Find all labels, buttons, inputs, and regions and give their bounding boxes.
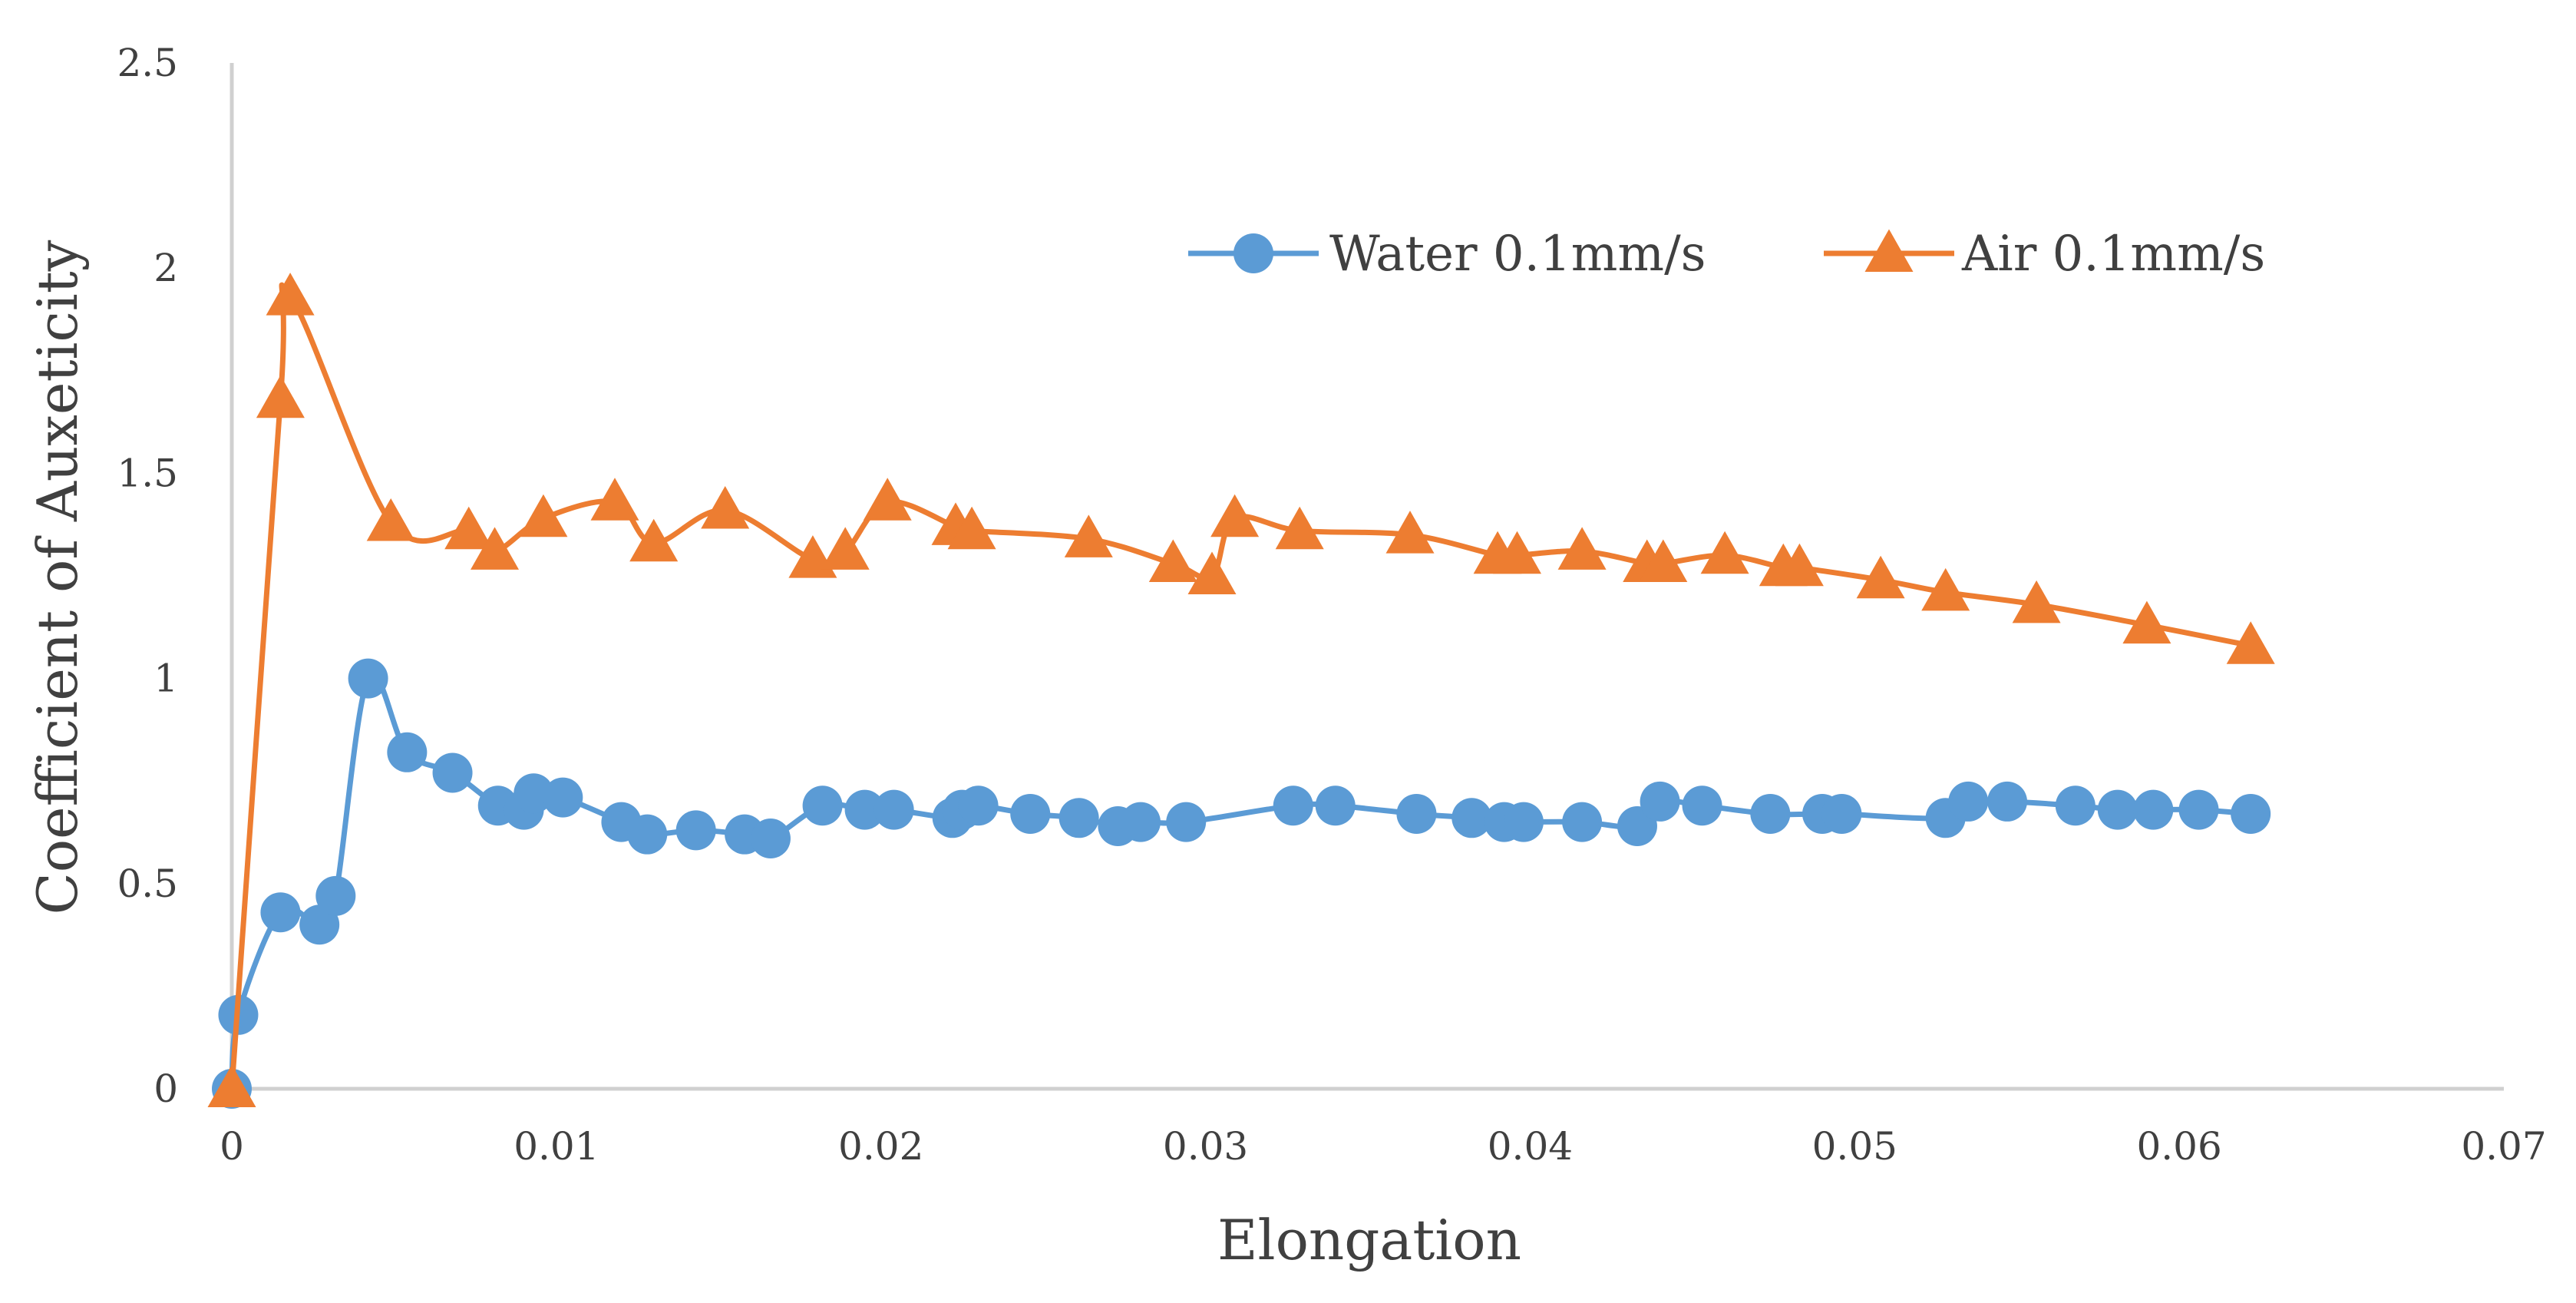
data-point xyxy=(1275,506,1324,550)
data-point xyxy=(863,478,912,521)
data-point xyxy=(1121,802,1161,842)
x-tick-label: 0.06 xyxy=(2136,1124,2221,1169)
data-point xyxy=(1639,539,1688,582)
data-point xyxy=(1187,551,1237,594)
data-point xyxy=(1856,555,1905,599)
data-point xyxy=(1273,785,1313,826)
series-line xyxy=(229,671,2254,1092)
data-point xyxy=(1064,514,1113,557)
data-point xyxy=(1451,798,1492,838)
data-point xyxy=(1166,802,1207,842)
y-tick-label: 1.5 xyxy=(117,451,178,495)
data-point xyxy=(1210,494,1260,537)
data-point xyxy=(1700,531,1749,574)
data-point xyxy=(1921,567,1970,611)
data-point xyxy=(514,773,554,814)
data-point xyxy=(750,819,791,859)
data-point xyxy=(627,814,668,855)
data-point xyxy=(821,527,870,570)
data-point xyxy=(348,658,388,699)
axes: 0 0.01 0.02 0.03 0.04 0.05 0.06 0.07 0 0.5 1 1.5 2 2.… xyxy=(117,41,2546,1169)
x-axis-title: Elongation xyxy=(1217,1208,1521,1272)
data-point xyxy=(1010,793,1051,834)
data-point xyxy=(315,875,356,916)
data-point xyxy=(387,732,428,772)
data-point xyxy=(2055,785,2095,826)
data-point xyxy=(1682,785,1722,826)
data-point xyxy=(432,752,473,793)
data-point xyxy=(947,506,996,550)
data-point xyxy=(543,777,583,818)
y-tick-label: 0 xyxy=(154,1067,178,1111)
data-point xyxy=(590,478,639,521)
data-point xyxy=(1775,543,1824,587)
data-point xyxy=(629,518,679,562)
legend: Water 0.1mm/s Air 0.1mm/s xyxy=(1188,226,2265,283)
data-point xyxy=(2097,789,2138,830)
series-line xyxy=(229,282,2254,1092)
data-point xyxy=(1640,781,1680,822)
data-point xyxy=(1750,793,1791,834)
y-tick-label: 2 xyxy=(154,246,178,290)
data-point xyxy=(519,494,568,537)
series-air xyxy=(207,273,2275,1107)
x-tick-label: 0.05 xyxy=(1812,1124,1897,1169)
data-point xyxy=(1503,802,1544,842)
data-point xyxy=(1821,793,1862,834)
x-tick-label: 0.04 xyxy=(1488,1124,1573,1169)
data-point xyxy=(1557,527,1607,570)
data-point xyxy=(2178,789,2219,830)
data-point xyxy=(2012,580,2061,623)
data-point xyxy=(471,527,519,570)
legend-marker xyxy=(1864,229,1914,272)
legend-label: Water 0.1mm/s xyxy=(1329,226,1706,283)
data-point xyxy=(675,810,716,851)
x-tick-label: 0.02 xyxy=(838,1124,923,1169)
data-point xyxy=(444,506,494,550)
legend-item: Air 0.1mm/s xyxy=(1824,226,2265,283)
data-point xyxy=(207,1064,256,1107)
data-point xyxy=(701,486,750,529)
legend-label: Air 0.1mm/s xyxy=(1961,226,2265,283)
y-axis-title: Coefficient of Auxeticity xyxy=(25,240,90,914)
series-water xyxy=(212,658,2271,1109)
data-point xyxy=(874,789,914,830)
data-point xyxy=(366,498,415,541)
data-point xyxy=(958,785,999,826)
data-point xyxy=(1315,785,1356,826)
data-point xyxy=(802,785,843,826)
data-point xyxy=(266,273,315,316)
data-point xyxy=(2122,600,2171,644)
x-tick-label: 0.01 xyxy=(514,1124,599,1169)
y-tick-label: 0.5 xyxy=(117,862,178,906)
data-point xyxy=(1385,511,1435,554)
x-tick-label: 0.03 xyxy=(1163,1124,1248,1169)
data-point xyxy=(2226,621,2275,664)
data-point xyxy=(2133,789,2174,830)
data-point xyxy=(1562,802,1603,842)
data-point xyxy=(1948,781,1989,822)
x-tick-label: 0 xyxy=(220,1124,244,1169)
data-point xyxy=(1058,798,1099,838)
data-point xyxy=(256,375,305,418)
series-layer xyxy=(207,273,2275,1109)
data-point xyxy=(2231,793,2271,834)
data-point xyxy=(1396,793,1437,834)
data-point xyxy=(1148,539,1197,582)
legend-item: Water 0.1mm/s xyxy=(1188,226,1706,283)
data-point xyxy=(844,789,885,830)
data-point xyxy=(1987,781,2028,822)
y-tick-label: 1 xyxy=(154,656,178,701)
y-tick-label: 2.5 xyxy=(117,41,178,85)
data-point xyxy=(1493,531,1541,574)
legend-marker xyxy=(1234,233,1273,273)
data-point xyxy=(260,892,301,933)
x-tick-label: 0.07 xyxy=(2461,1124,2546,1169)
